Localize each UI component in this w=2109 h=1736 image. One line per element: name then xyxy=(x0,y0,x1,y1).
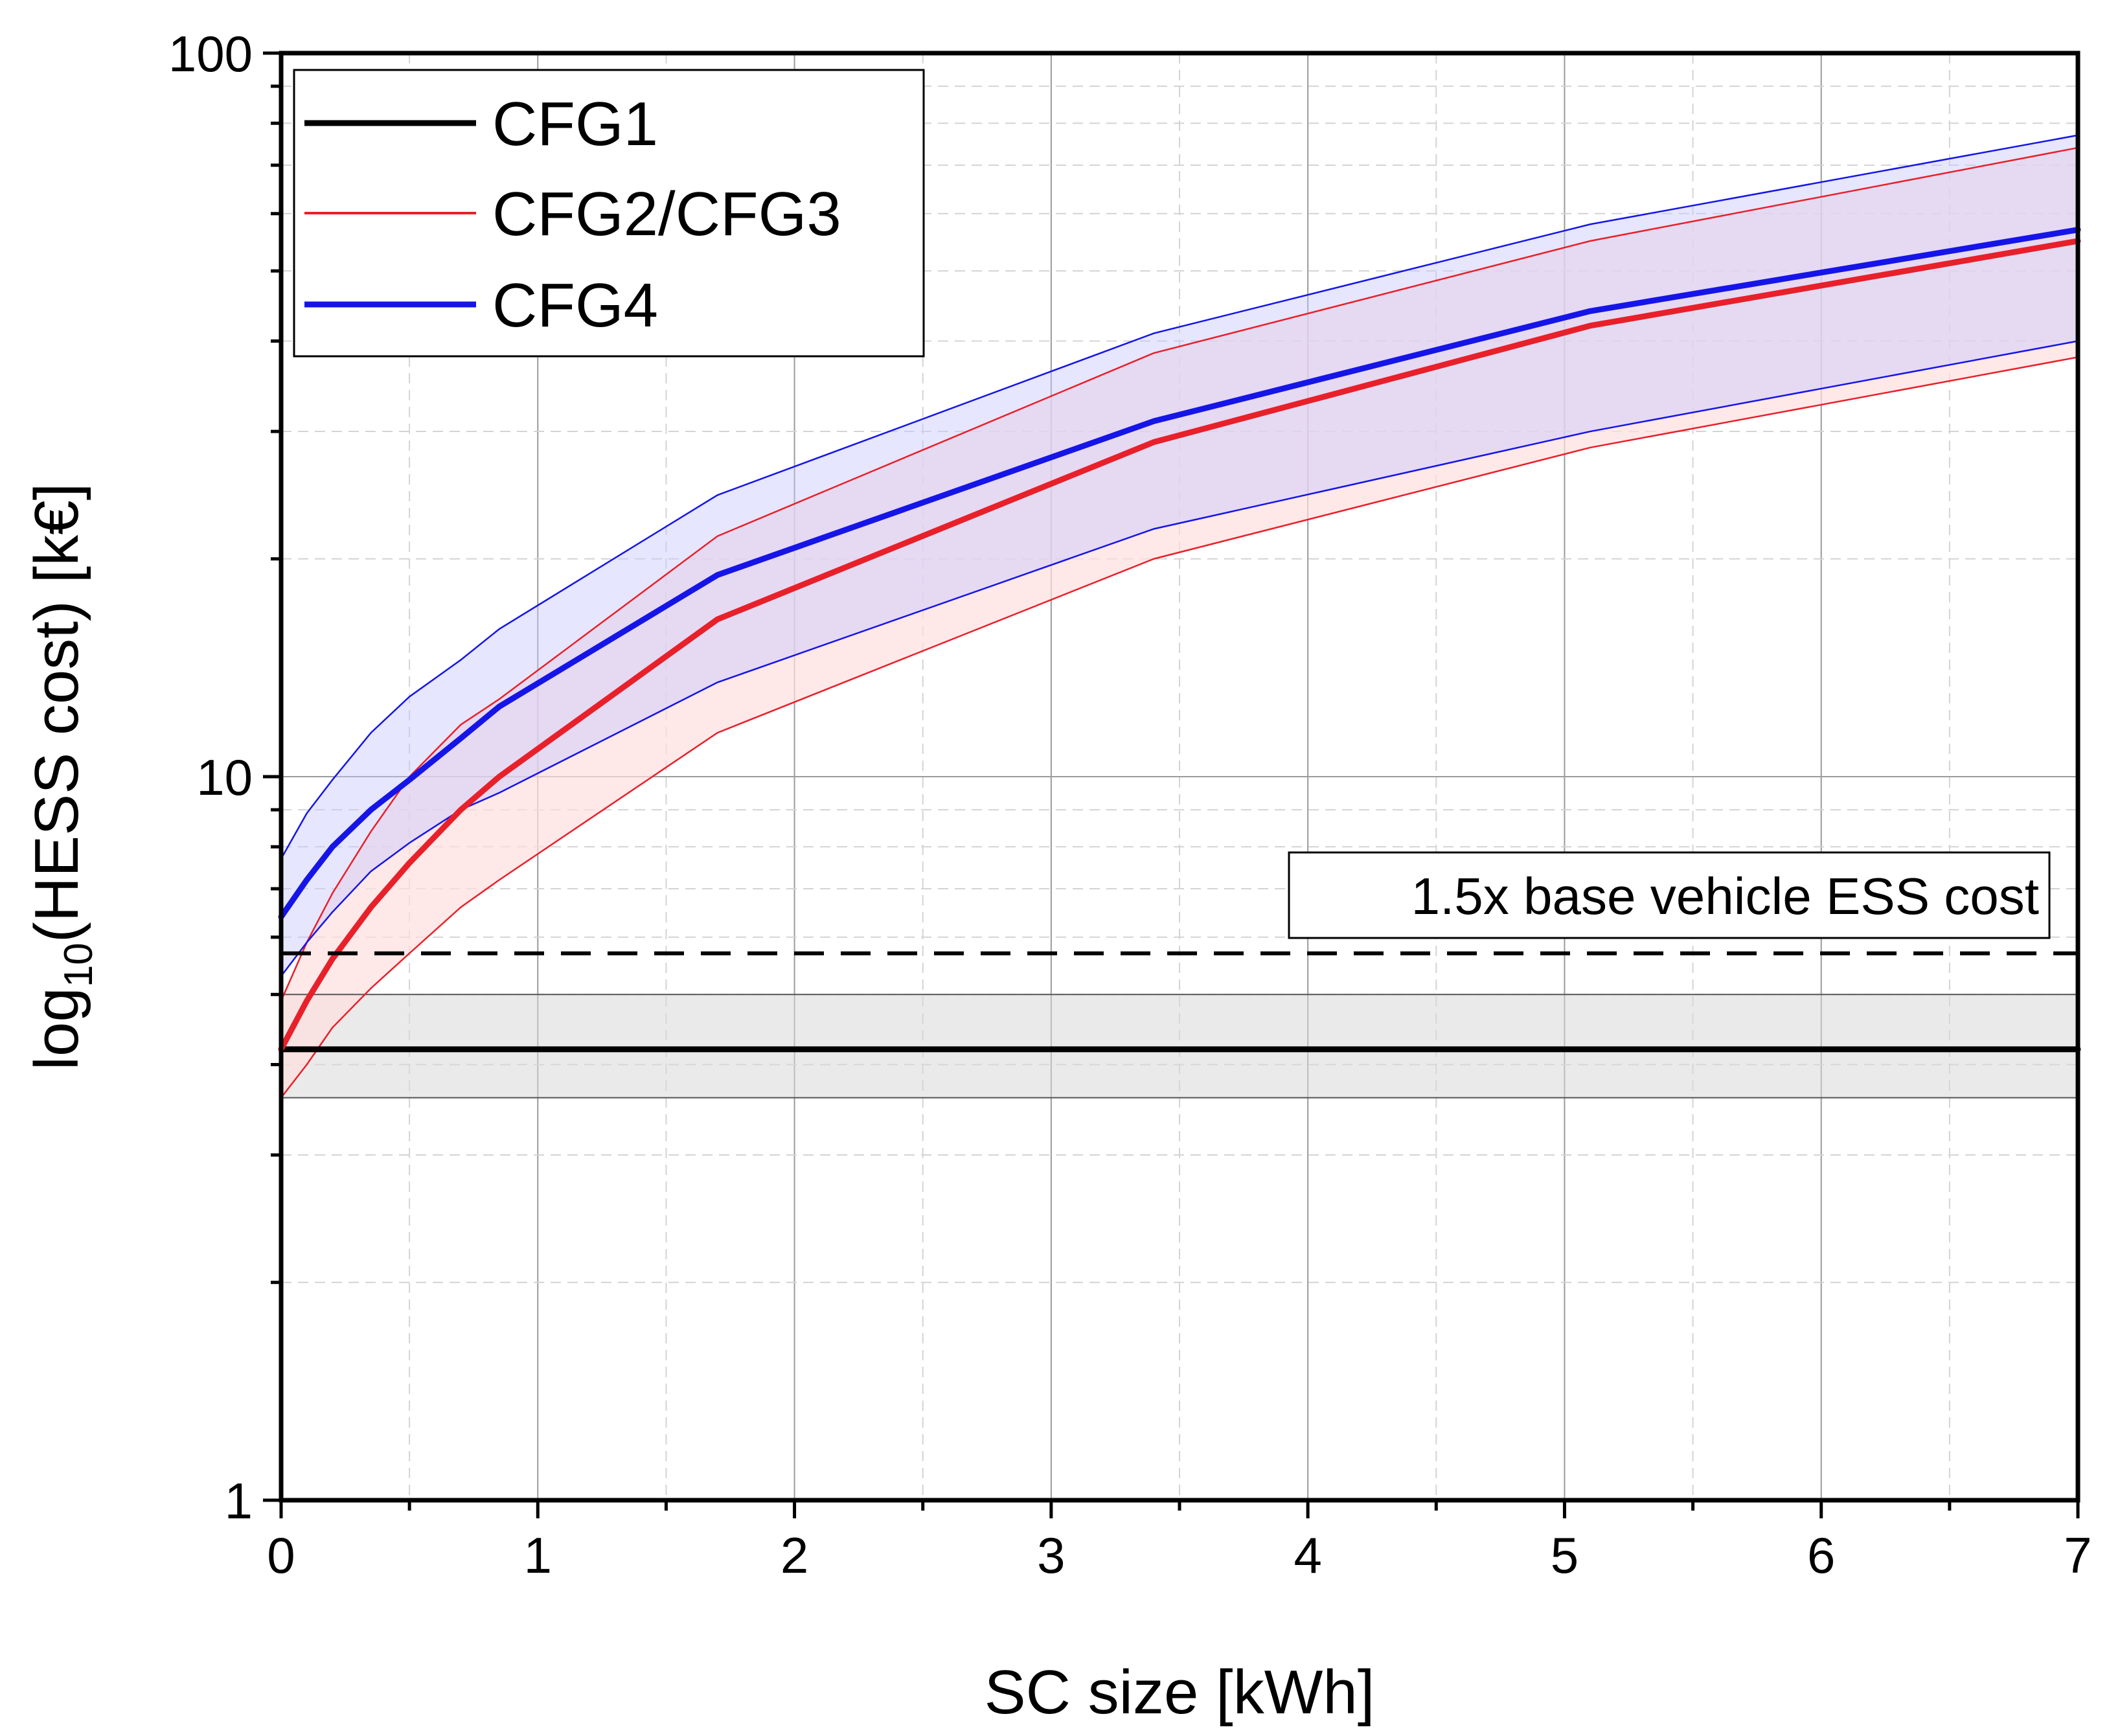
y-axis-title-prefix: log xyxy=(22,987,91,1070)
x-tick-label: 7 xyxy=(2064,1527,2092,1584)
legend-label-cfg2-cfg3: CFG2/CFG3 xyxy=(492,179,841,249)
y-tick-label: 100 xyxy=(168,25,253,82)
series-line-cfg2-cfg3 xyxy=(278,238,2081,1053)
reference-annotation: 1.5x base vehicle ESS cost xyxy=(1288,851,2051,939)
x-tick-label: 4 xyxy=(1294,1527,1321,1584)
x-axis-title: SC size [kWh] xyxy=(985,1658,1375,1727)
reference-annotation-label: 1.5x base vehicle ESS cost xyxy=(1411,867,2039,925)
series-lines xyxy=(278,134,2081,1099)
y-axis-title-subscript: 10 xyxy=(56,942,101,987)
x-tick-label: 2 xyxy=(781,1527,808,1584)
x-tick-label: 5 xyxy=(1551,1527,1579,1584)
x-tick-label: 6 xyxy=(1807,1527,1835,1584)
band-cfg2-cfg3 xyxy=(281,148,2078,1098)
legend-label-cfg1: CFG1 xyxy=(492,89,658,159)
x-tick-label: 1 xyxy=(524,1527,552,1584)
series-line-cfg4 xyxy=(278,227,2081,920)
reference-annotation-box xyxy=(1288,851,2051,939)
upper-bound-cfg4 xyxy=(280,134,2079,860)
y-axis-title: log10(HESS cost) [k€] xyxy=(22,483,101,1071)
confidence-bands xyxy=(281,135,2078,1098)
x-tick-label: 0 xyxy=(267,1527,295,1584)
legend: CFG1 CFG2/CFG3 CFG4 xyxy=(293,69,925,358)
x-tick-label: 3 xyxy=(1037,1527,1065,1584)
y-tick-label: 10 xyxy=(196,749,253,806)
band-cfg4 xyxy=(281,135,2078,976)
upper-bound-cfg2-cfg3 xyxy=(280,146,2079,1001)
band-cfg1 xyxy=(281,994,2078,1098)
y-tick-label: 1 xyxy=(225,1472,253,1529)
lower-bound-cfg2-cfg3 xyxy=(280,356,2079,1099)
y-axis-title-suffix: (HESS cost) [k€] xyxy=(22,483,91,943)
legend-label-cfg4: CFG4 xyxy=(492,271,658,340)
